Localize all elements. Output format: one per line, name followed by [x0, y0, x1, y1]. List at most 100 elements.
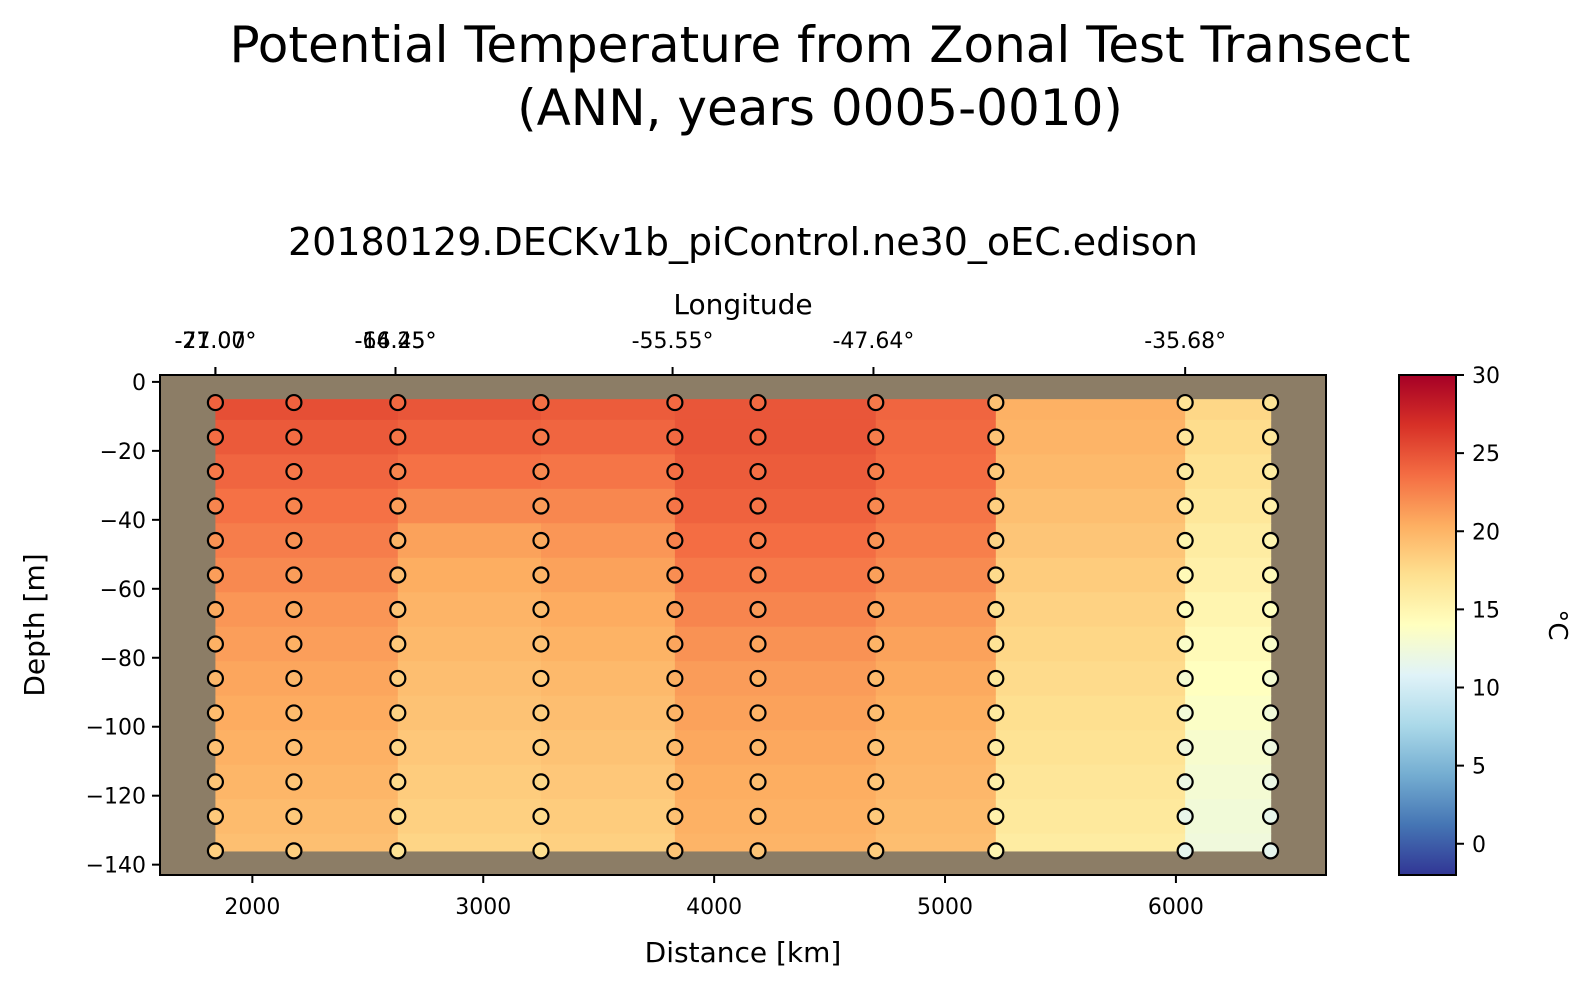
temp-cell [1185, 730, 1272, 766]
temp-cell [540, 833, 676, 852]
temp-cell [397, 799, 542, 835]
station-marker [532, 428, 550, 446]
x-tick-label: 6000 [1148, 895, 1204, 920]
station-marker [1176, 428, 1194, 446]
colorbar: 0 5 10 15 20 25 30 °C [1398, 364, 1571, 876]
temp-cell [1185, 419, 1272, 455]
station-marker [389, 669, 407, 688]
station-marker [1261, 566, 1280, 584]
chart-title: Potential Temperature from Zonal Test Tr… [229, 16, 1410, 74]
station-marker [749, 566, 767, 584]
temp-cell [1185, 833, 1272, 852]
temp-cell [875, 592, 997, 628]
station-marker [206, 566, 225, 584]
station-marker [285, 773, 303, 791]
temp-cell [674, 695, 877, 731]
temp-cell [215, 399, 399, 421]
temp-cell [995, 833, 1186, 852]
station-marker [749, 497, 767, 515]
temp-cell [674, 661, 877, 697]
station-marker [206, 773, 225, 791]
station-marker [285, 497, 303, 515]
station-marker [206, 462, 225, 481]
y-axis: 0 −20 −40 −60 −80 −100 −120 −140 [86, 371, 160, 879]
station-marker [987, 600, 1005, 619]
temp-cell [875, 419, 997, 455]
station-marker [867, 635, 885, 653]
y-tick-label: −60 [100, 578, 146, 603]
station-marker [666, 669, 684, 688]
station-marker [867, 842, 885, 860]
station-marker [1261, 669, 1280, 688]
station-marker [206, 393, 225, 412]
station-marker [867, 738, 885, 757]
temp-cell [875, 557, 997, 593]
station-marker [1261, 807, 1280, 825]
station-marker [1176, 393, 1194, 412]
colorbar-tick-label: 20 [1472, 520, 1500, 545]
temp-cell [1185, 488, 1272, 524]
station-marker [867, 773, 885, 791]
temp-cell [674, 557, 877, 593]
station-marker [987, 531, 1005, 550]
station-marker [206, 600, 225, 619]
station-marker [1261, 393, 1280, 412]
station-marker [389, 807, 407, 825]
colorbar-tick-label: 10 [1472, 677, 1500, 702]
temp-cell [397, 626, 542, 662]
station-marker [206, 738, 225, 757]
station-marker [987, 669, 1005, 688]
station-markers [206, 393, 1280, 860]
x-axis-label: Distance [km] [645, 936, 842, 969]
top-tick-label: -47.64° [832, 329, 914, 354]
top-tick-label: -16.25° [355, 329, 437, 354]
temp-cell [995, 419, 1186, 455]
x-tick-label: 4000 [686, 895, 742, 920]
station-marker [532, 462, 550, 481]
station-marker [206, 704, 225, 722]
temp-cell [674, 833, 877, 852]
temp-cell [995, 488, 1186, 524]
top-tick-label: -35.68° [1144, 329, 1226, 354]
station-marker [285, 635, 303, 653]
station-marker [666, 704, 684, 722]
station-marker [532, 842, 550, 860]
temp-cell [215, 592, 399, 628]
station-marker [532, 635, 550, 653]
station-marker [1176, 497, 1194, 515]
station-marker [867, 669, 885, 688]
temp-cell [540, 592, 676, 628]
temp-cell [995, 557, 1186, 593]
temp-cell [674, 523, 877, 559]
station-marker [666, 600, 684, 619]
station-marker [285, 531, 303, 550]
x-tick-label: 5000 [917, 895, 973, 920]
station-marker [285, 704, 303, 722]
y-tick-label: −40 [100, 509, 146, 534]
colorbar-tick-label: 15 [1472, 598, 1500, 623]
station-marker [1261, 635, 1280, 653]
colorbar-tick-label: 25 [1472, 442, 1500, 467]
station-marker [206, 669, 225, 688]
station-marker [532, 704, 550, 722]
station-marker [532, 600, 550, 619]
temp-cell [215, 557, 399, 593]
temp-cell [1185, 626, 1272, 662]
station-marker [666, 738, 684, 757]
station-marker [987, 462, 1005, 481]
station-marker [285, 566, 303, 584]
station-marker [532, 669, 550, 688]
top-tick-label: -27.07° [174, 329, 256, 354]
station-marker [1176, 842, 1194, 860]
station-marker [1176, 738, 1194, 757]
station-marker [867, 428, 885, 446]
station-marker [749, 738, 767, 757]
colorbar-tick-label: 30 [1472, 364, 1500, 389]
temp-cell [397, 419, 542, 455]
temp-cell [674, 626, 877, 662]
station-marker [1176, 462, 1194, 481]
temp-cell [215, 419, 399, 455]
station-marker [987, 704, 1005, 722]
colorbar-gradient [1398, 374, 1457, 876]
temp-cell [1185, 454, 1272, 490]
